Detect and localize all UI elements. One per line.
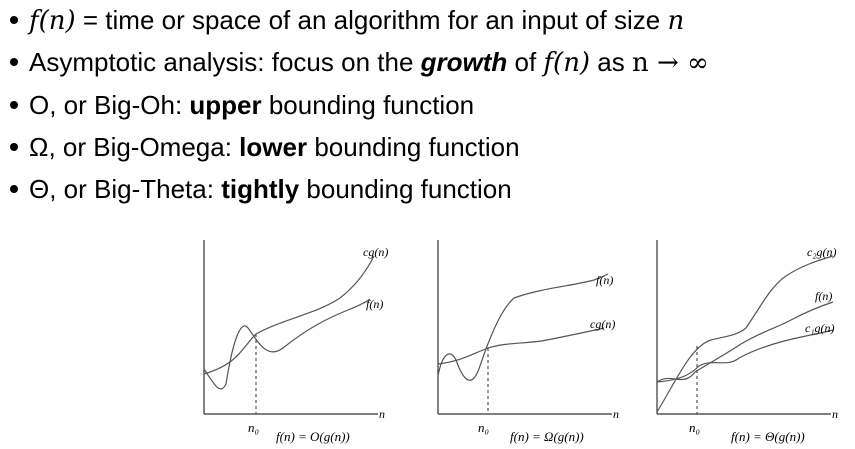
f-n-curve [437, 273, 609, 381]
n0-label: n₀ [478, 420, 489, 435]
bullet-big-omega: Ω, or Big-Omega: lower bounding function [6, 127, 520, 167]
n-axis-label: n [613, 407, 619, 421]
cg-n-curve [437, 327, 605, 365]
f-n-label: f(n) [815, 289, 832, 303]
bullet-dot [10, 101, 18, 110]
f-n-label: f(n) [366, 297, 383, 311]
big-omega-caption: f(n) = Ω(g(n)) [510, 429, 584, 444]
cg-n-curve [203, 255, 375, 375]
cg-n-label: cg(n) [363, 245, 388, 259]
big-omega-diagram: f(n) cg(n) n n₀ f(n) = Ω(g(n)) [437, 240, 619, 444]
bullet-text: of [507, 47, 544, 77]
emphasis-lower: lower [239, 132, 308, 162]
emphasis-growth: growth [420, 47, 508, 77]
symbol-omega: Ω [29, 132, 49, 162]
f-n-curve [203, 298, 371, 390]
big-oh-diagram: cg(n) f(n) n n₀ f(n) = O(g(n)) [203, 240, 388, 444]
bullet-definition: f(n) = time or space of an algorithm for… [6, 0, 684, 40]
bullet-big-oh: O, or Big-Oh: upper bounding function [6, 85, 474, 125]
f-n-curve [656, 301, 834, 383]
bullet-text: bounding function [299, 174, 512, 204]
bullet-dot [10, 143, 18, 152]
big-theta-diagram: c₂g(n) f(n) c₁g(n) n n₀ f(n) = Θ(g(n)) [656, 240, 838, 444]
f-n-label: f(n) [596, 273, 613, 287]
emphasis-tightly: tightly [221, 174, 300, 204]
fn-symbol: f(n) [543, 48, 591, 78]
bullet-asymptotic: Asymptotic analysis: focus on the growth… [6, 42, 709, 82]
n-symbol: n [667, 6, 685, 36]
bullet-text: , or Big-Theta: [49, 174, 222, 204]
cg-n-label: cg(n) [590, 317, 615, 331]
bullet-text: as [590, 47, 632, 77]
bullet-dot [10, 58, 18, 67]
bullet-dot [10, 185, 18, 194]
n-axis-label: n [832, 407, 838, 421]
big-theta-caption: f(n) = Θ(g(n)) [731, 429, 805, 444]
limit-expression: n → ∞ [632, 48, 709, 78]
c1-g-n-label: c₁g(n) [805, 321, 835, 335]
n0-label: n₀ [248, 420, 259, 435]
emphasis-upper: upper [189, 90, 262, 120]
bullet-text: Asymptotic analysis: focus on the [29, 47, 421, 77]
n0-label: n₀ [689, 420, 700, 435]
big-oh-caption: f(n) = O(g(n)) [276, 429, 350, 444]
c1-g-n-curve [656, 329, 834, 383]
n-axis-label: n [379, 407, 385, 421]
bullet-text: , or Big-Oh: [49, 90, 190, 120]
symbol-theta: Θ [29, 174, 50, 204]
fn-symbol: f(n) [29, 6, 76, 36]
bullet-big-theta: Θ, or Big-Theta: tightly bounding functi… [6, 169, 512, 209]
symbol-o: O [29, 90, 50, 120]
c2-g-n-label: c₂g(n) [807, 245, 837, 259]
bullet-text: = time or space of an algorithm for an i… [75, 5, 668, 35]
bullet-text: bounding function [261, 90, 475, 120]
bullet-text: bounding function [307, 132, 520, 162]
c2-g-n-curve [656, 255, 834, 413]
bullet-text: , or Big-Omega: [48, 132, 240, 162]
bullet-dot [10, 16, 18, 25]
